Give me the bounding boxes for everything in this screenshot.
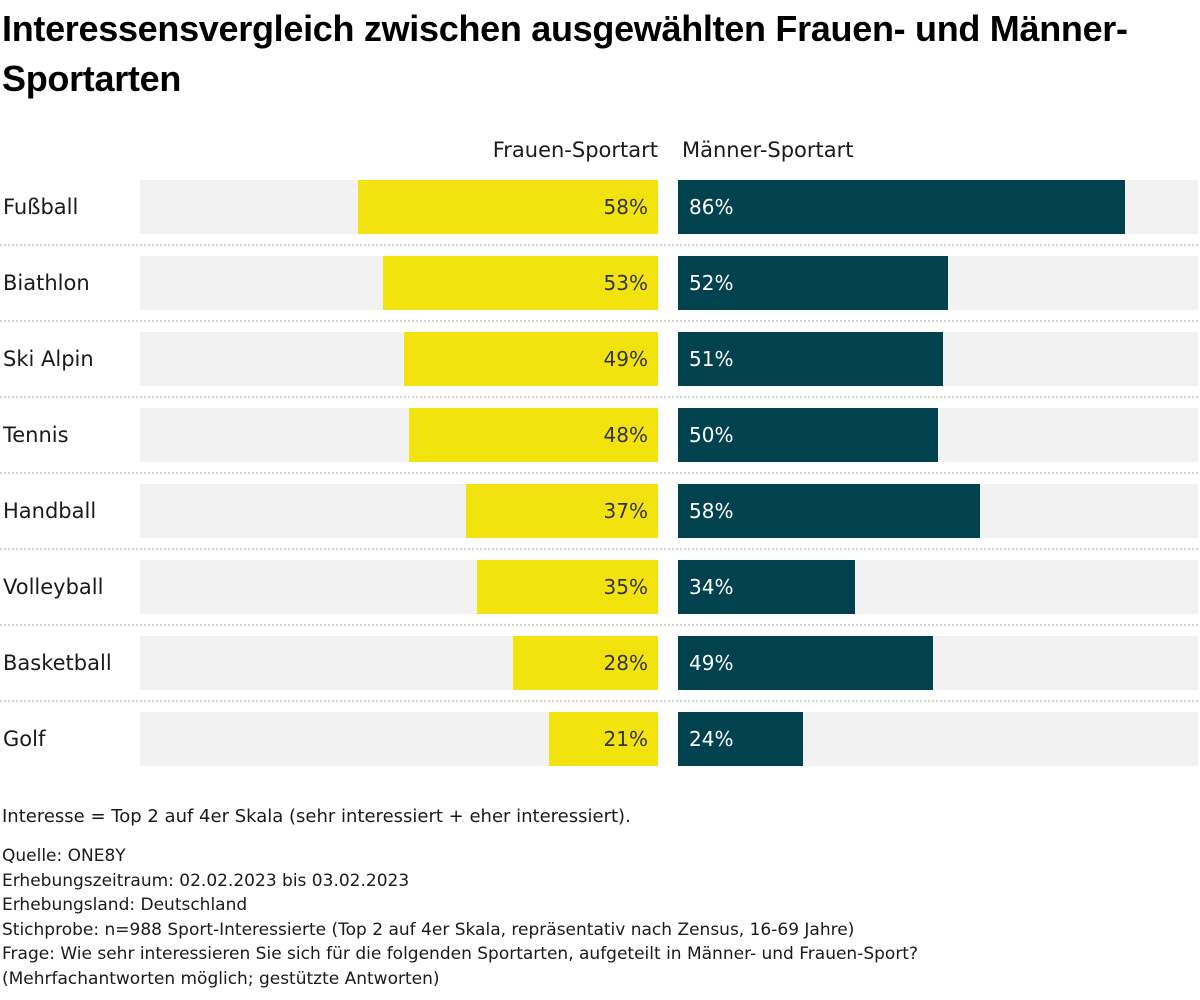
value-label-women: 28% (603, 651, 648, 675)
category-label: Ski Alpin (3, 347, 94, 371)
row-separator (0, 624, 1198, 626)
category-label: Fußball (3, 195, 79, 219)
bar-row: Golf 21% 24% (0, 712, 1200, 766)
answers-note: (Mehrfachantworten möglich; gestützte An… (2, 968, 440, 989)
value-label-women: 21% (603, 727, 648, 751)
bar-men: 24% (678, 712, 803, 766)
footnote-definition: Interesse = Top 2 auf 4er Skala (sehr in… (2, 806, 631, 827)
bar-women: 35% (476, 560, 658, 614)
track-men: 58% (678, 484, 1198, 538)
bar-men: 34% (678, 560, 855, 614)
value-label-men: 49% (689, 651, 734, 675)
value-label-men: 51% (689, 347, 734, 371)
bar-women: 21% (549, 712, 658, 766)
sample-text: Stichprobe: n=988 Sport-Interessierte (T… (2, 919, 855, 940)
track-women: 49% (140, 332, 658, 386)
track-men: 51% (678, 332, 1198, 386)
row-separator (0, 548, 1198, 550)
bar-row: Fußball 58% 86% (0, 180, 1200, 246)
survey-country: Erhebungsland: Deutschland (2, 895, 248, 915)
row-separator (0, 700, 1198, 702)
track-women: 21% (140, 712, 658, 766)
bar-row: Tennis 48% 50% (0, 408, 1200, 474)
value-label-men: 24% (689, 727, 734, 751)
bar-women: 49% (404, 332, 658, 386)
value-label-men: 52% (689, 271, 734, 295)
bar-row: Basketball 28% 49% (0, 636, 1200, 702)
chart-title: Interessensvergleich zwischen ausgewählt… (2, 8, 1128, 99)
question-text: Frage: Wie sehr interessieren Sie sich f… (2, 944, 918, 964)
bar-women: 28% (512, 636, 658, 690)
survey-period: Erhebungszeitraum: 02.02.2023 bis 03.02.… (2, 870, 410, 891)
track-men: 52% (678, 256, 1198, 310)
source-text: Quelle: ONE8Y (2, 846, 126, 866)
value-label-women: 48% (603, 423, 648, 447)
category-label: Handball (3, 499, 97, 523)
category-label: Tennis (3, 423, 69, 447)
track-women: 48% (140, 408, 658, 462)
bar-women: 48% (409, 408, 658, 462)
bar-women: 37% (466, 484, 658, 538)
bar-men: 49% (678, 636, 933, 690)
row-separator (0, 472, 1198, 474)
value-label-women: 49% (603, 347, 648, 371)
value-label-men: 58% (689, 499, 734, 523)
bar-men: 50% (678, 408, 938, 462)
bar-men: 51% (678, 332, 944, 386)
legend-men: Männer-Sportart (682, 138, 854, 162)
track-women: 58% (140, 180, 658, 234)
bar-men: 58% (678, 484, 980, 538)
track-women: 35% (140, 560, 658, 614)
bar-row: Biathlon 53% 52% (0, 256, 1200, 322)
value-label-men: 50% (689, 423, 734, 447)
category-label: Biathlon (3, 271, 90, 295)
row-separator (0, 396, 1198, 398)
bar-men: 86% (678, 180, 1126, 234)
legend-women: Frauen-Sportart (492, 138, 658, 162)
value-label-women: 35% (603, 575, 648, 599)
category-label: Basketball (3, 651, 112, 675)
value-label-women: 37% (603, 499, 648, 523)
value-label-women: 53% (603, 271, 648, 295)
value-label-men: 34% (689, 575, 734, 599)
bar-row: Volleyball 35% 34% (0, 560, 1200, 626)
bar-women: 53% (383, 256, 658, 310)
row-separator (0, 320, 1198, 322)
category-label: Volleyball (3, 575, 104, 599)
track-men: 49% (678, 636, 1198, 690)
source-block: Quelle: ONE8Y Erhebungszeitraum: 02.02.2… (2, 844, 918, 991)
bar-row: Ski Alpin 49% 51% (0, 332, 1200, 398)
track-women: 53% (140, 256, 658, 310)
value-label-men: 86% (689, 195, 734, 219)
track-men: 50% (678, 408, 1198, 462)
bar-row: Handball 37% 58% (0, 484, 1200, 550)
row-separator (0, 244, 1198, 246)
value-label-women: 58% (603, 195, 648, 219)
track-women: 37% (140, 484, 658, 538)
track-men: 34% (678, 560, 1198, 614)
track-men: 24% (678, 712, 1198, 766)
track-men: 86% (678, 180, 1198, 234)
bar-men: 52% (678, 256, 949, 310)
category-label: Golf (3, 727, 46, 751)
track-women: 28% (140, 636, 658, 690)
bar-women: 58% (357, 180, 658, 234)
